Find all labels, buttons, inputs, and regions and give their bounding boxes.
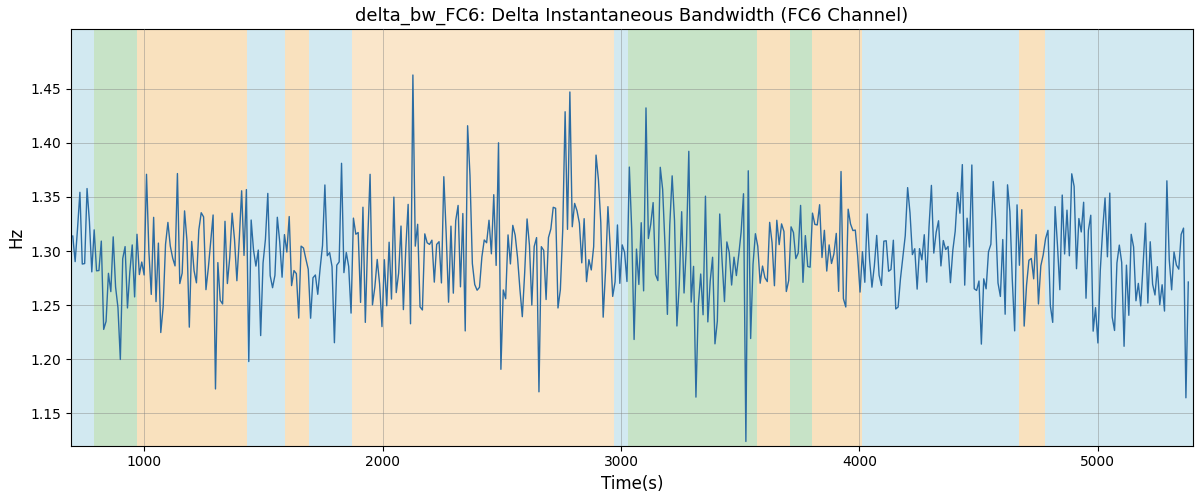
Bar [352, 30, 614, 446]
Bar [95, 30, 137, 446]
Bar [862, 30, 1019, 446]
Bar [614, 30, 628, 446]
Title: delta_bw_FC6: Delta Instantaneous Bandwidth (FC6 Channel): delta_bw_FC6: Delta Instantaneous Bandwi… [355, 7, 908, 25]
Bar [628, 30, 757, 446]
X-axis label: Time(s): Time(s) [601, 475, 664, 493]
Bar [247, 30, 284, 446]
Bar [811, 30, 862, 446]
Bar [308, 30, 352, 446]
Bar [71, 30, 95, 446]
Bar [137, 30, 247, 446]
Bar [284, 30, 308, 446]
Y-axis label: Hz: Hz [7, 227, 25, 248]
Bar [757, 30, 791, 446]
Bar [1019, 30, 1045, 446]
Bar [1045, 30, 1193, 446]
Bar [791, 30, 811, 446]
